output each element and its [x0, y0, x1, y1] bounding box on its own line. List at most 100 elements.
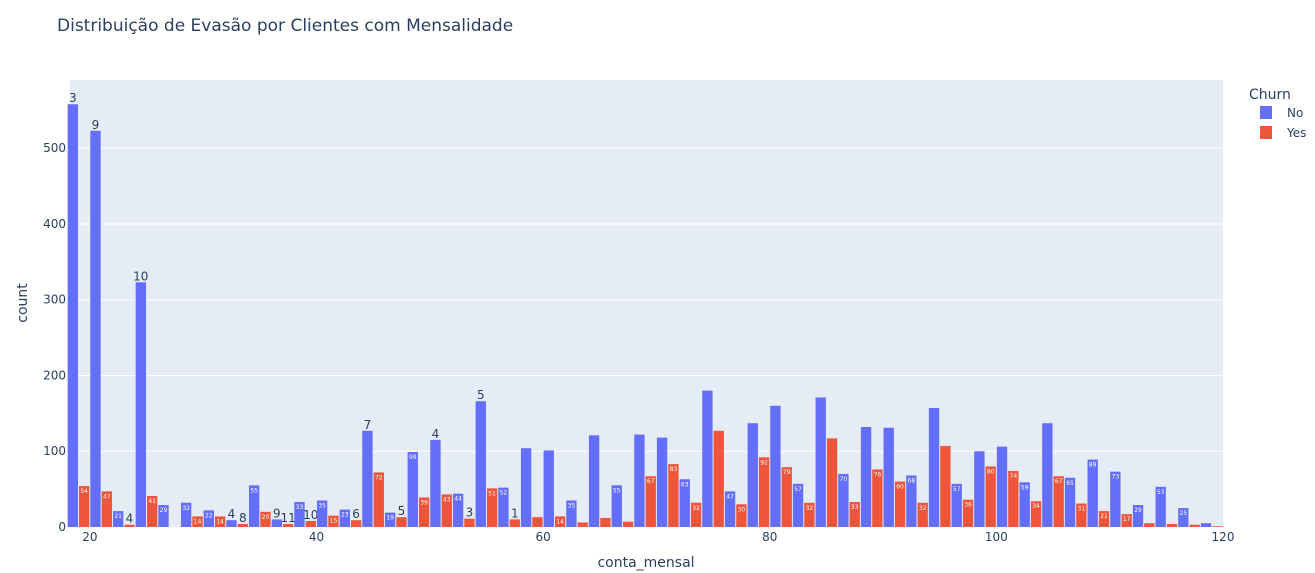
bar-yes[interactable] — [214, 516, 226, 527]
bar-no[interactable] — [67, 104, 78, 527]
bar-no[interactable] — [407, 451, 418, 527]
legend-item-no[interactable]: No — [1260, 106, 1303, 120]
bar-no[interactable] — [611, 485, 622, 527]
bar-no[interactable] — [815, 397, 826, 527]
bar-yes[interactable] — [237, 523, 248, 527]
bar-yes[interactable] — [532, 517, 543, 527]
bar-no[interactable] — [452, 493, 464, 527]
bar-yes[interactable] — [1053, 476, 1064, 527]
bar-no[interactable] — [180, 502, 192, 527]
bar-yes[interactable] — [486, 488, 498, 527]
bar-no[interactable] — [974, 451, 985, 527]
bar-yes[interactable] — [917, 502, 928, 527]
bar-yes[interactable] — [985, 466, 996, 527]
bar-yes[interactable] — [645, 476, 656, 527]
bar-no[interactable] — [316, 500, 328, 527]
bar-yes[interactable] — [962, 499, 974, 527]
bar-no[interactable] — [1132, 505, 1144, 527]
bar-yes[interactable] — [78, 486, 90, 527]
legend[interactable]: Churn No Yes — [1249, 87, 1306, 140]
bar-yes[interactable] — [509, 519, 520, 527]
bar-yes[interactable] — [622, 521, 634, 527]
bar-no[interactable] — [1087, 459, 1098, 527]
bar-yes[interactable] — [872, 469, 883, 527]
bar-no[interactable] — [1110, 471, 1121, 527]
bar-yes[interactable] — [1144, 523, 1155, 527]
bar-no[interactable] — [951, 483, 962, 527]
bar-yes[interactable] — [418, 497, 430, 527]
bar-no[interactable] — [1200, 523, 1212, 527]
bar-no[interactable] — [475, 401, 486, 527]
bar-no[interactable] — [520, 448, 532, 527]
bar-yes[interactable] — [940, 445, 951, 527]
bar-yes[interactable] — [1098, 511, 1110, 527]
bar-no[interactable] — [1178, 508, 1189, 527]
bar-yes[interactable] — [781, 467, 792, 527]
bar-yes[interactable] — [441, 494, 452, 527]
bar-no[interactable] — [883, 427, 894, 527]
bar-no[interactable] — [135, 282, 146, 527]
bar-yes[interactable] — [192, 516, 203, 527]
bar-yes[interactable] — [373, 472, 384, 527]
bar-no[interactable] — [996, 446, 1008, 527]
bar-no[interactable] — [588, 435, 600, 527]
bar-yes[interactable] — [736, 504, 747, 527]
bar-no[interactable] — [339, 509, 350, 527]
bar-no[interactable] — [112, 511, 124, 527]
bar-yes[interactable] — [464, 518, 475, 527]
bar-yes[interactable] — [1121, 514, 1132, 527]
bar-yes[interactable] — [282, 523, 294, 527]
bar-yes[interactable] — [577, 522, 588, 527]
bar-yes[interactable] — [1189, 524, 1200, 527]
bar-yes[interactable] — [1008, 470, 1019, 527]
bar-no[interactable] — [498, 487, 509, 527]
bar-no[interactable] — [928, 408, 940, 527]
bar-yes[interactable] — [305, 520, 316, 527]
bar-no[interactable] — [271, 519, 282, 527]
legend-item-yes[interactable]: Yes — [1260, 126, 1306, 140]
bar-yes[interactable] — [328, 515, 339, 527]
bar-yes[interactable] — [894, 481, 906, 527]
bar-no[interactable] — [1155, 486, 1166, 527]
bar-no[interactable] — [724, 491, 736, 527]
bar-no[interactable] — [702, 390, 713, 527]
bar-no[interactable] — [90, 130, 101, 527]
bar-no[interactable] — [566, 500, 577, 527]
bar-no[interactable] — [792, 483, 804, 527]
bar-no[interactable] — [770, 405, 781, 527]
bar-yes[interactable] — [849, 501, 860, 527]
bar-no[interactable] — [1064, 477, 1076, 527]
bar-no[interactable] — [294, 501, 305, 527]
bar-yes[interactable] — [1030, 501, 1042, 527]
bar-no[interactable] — [838, 473, 849, 527]
bar-yes[interactable] — [124, 524, 135, 527]
bar-yes[interactable] — [1212, 526, 1223, 527]
bar-no[interactable] — [362, 430, 373, 527]
bar-no[interactable] — [430, 439, 441, 527]
bar-no[interactable] — [656, 437, 668, 527]
bar-no[interactable] — [1042, 423, 1053, 527]
bar-no[interactable] — [1019, 482, 1030, 527]
bar-no[interactable] — [384, 512, 396, 527]
bar-yes[interactable] — [146, 495, 158, 527]
bar-no[interactable] — [158, 505, 169, 527]
bar-yes[interactable] — [260, 511, 271, 527]
bar-yes[interactable] — [804, 502, 815, 527]
bar-yes[interactable] — [600, 517, 611, 527]
bar-yes[interactable] — [826, 438, 838, 527]
bar-yes[interactable] — [396, 517, 407, 527]
bar-no[interactable] — [906, 475, 917, 527]
bar-yes[interactable] — [350, 520, 362, 527]
bar-no[interactable] — [747, 423, 758, 527]
bar-no[interactable] — [226, 520, 237, 527]
bar-no[interactable] — [634, 434, 645, 527]
bar-yes[interactable] — [1076, 503, 1087, 527]
bar-yes[interactable] — [668, 464, 679, 527]
bar-no[interactable] — [543, 450, 554, 527]
bar-yes[interactable] — [1166, 523, 1178, 527]
bar-no[interactable] — [860, 426, 872, 527]
bar-no[interactable] — [203, 510, 214, 527]
bar-yes[interactable] — [690, 502, 702, 527]
bar-no[interactable] — [248, 485, 260, 527]
bar-yes[interactable] — [554, 516, 566, 527]
